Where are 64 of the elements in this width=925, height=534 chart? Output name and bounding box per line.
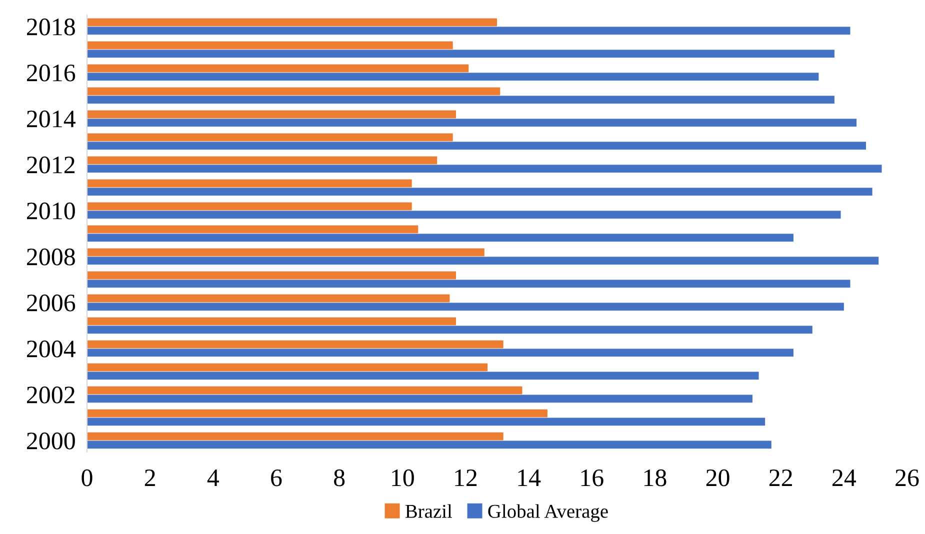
bar <box>87 394 752 403</box>
bar <box>87 409 548 418</box>
x-tick-label: 16 <box>581 469 604 486</box>
x-tick-label: 0 <box>82 469 92 486</box>
x-tick-label: 20 <box>706 469 730 486</box>
legend-label: Global Average <box>488 504 608 522</box>
bar <box>87 72 819 81</box>
x-tick-label: 26 <box>896 469 919 486</box>
bar <box>87 133 453 142</box>
x-tick-label: 6 <box>271 469 282 486</box>
bar <box>87 372 759 380</box>
bar <box>87 64 469 72</box>
y-tick-label: 2002 <box>26 386 75 404</box>
bar <box>87 256 879 265</box>
bar <box>87 340 504 348</box>
bar <box>87 317 456 326</box>
bar <box>87 156 438 164</box>
x-tick-label: 22 <box>769 469 792 486</box>
bar <box>87 210 841 219</box>
bar <box>87 41 453 50</box>
bar <box>87 96 834 104</box>
bar <box>87 202 412 210</box>
bar <box>87 418 766 426</box>
x-tick-label: 4 <box>207 470 220 486</box>
x-tick-label: 14 <box>518 470 541 486</box>
bar <box>87 363 488 372</box>
bar <box>87 18 497 26</box>
bar <box>87 326 812 334</box>
bar <box>87 440 772 449</box>
bar <box>87 294 450 302</box>
x-tick-label: 18 <box>644 469 666 486</box>
bar <box>87 225 418 234</box>
y-tick-label: 2014 <box>26 110 76 128</box>
y-tick-label: 2012 <box>26 156 75 174</box>
y-tick-label: 2010 <box>26 202 75 220</box>
bar <box>87 348 794 357</box>
x-tick-label: 12 <box>455 469 477 486</box>
bar <box>87 188 872 196</box>
bar <box>87 26 850 35</box>
y-tick-label: 2004 <box>26 340 76 358</box>
bar <box>87 280 850 288</box>
y-tick-label: 2016 <box>26 64 76 82</box>
x-tick-label: 10 <box>392 469 414 486</box>
bar <box>87 234 794 242</box>
bar <box>87 386 522 394</box>
bar <box>87 302 844 311</box>
legend-label: Brazil <box>405 504 452 518</box>
bar <box>87 50 834 58</box>
bar <box>87 142 866 150</box>
y-tick-label: 2018 <box>26 18 75 36</box>
x-tick-label: 2 <box>144 469 155 486</box>
x-tick-label: 8 <box>334 469 345 486</box>
bar <box>87 118 857 127</box>
bar <box>87 164 882 173</box>
bar <box>87 87 500 96</box>
y-tick-label: 2000 <box>26 432 75 450</box>
bar <box>87 179 412 188</box>
x-tick-label: 24 <box>832 469 856 486</box>
bar <box>87 110 456 118</box>
bar <box>87 271 456 280</box>
bar <box>87 432 504 440</box>
bar <box>87 248 484 256</box>
y-tick-label: 2008 <box>26 248 75 266</box>
y-tick-label: 2006 <box>26 294 76 312</box>
